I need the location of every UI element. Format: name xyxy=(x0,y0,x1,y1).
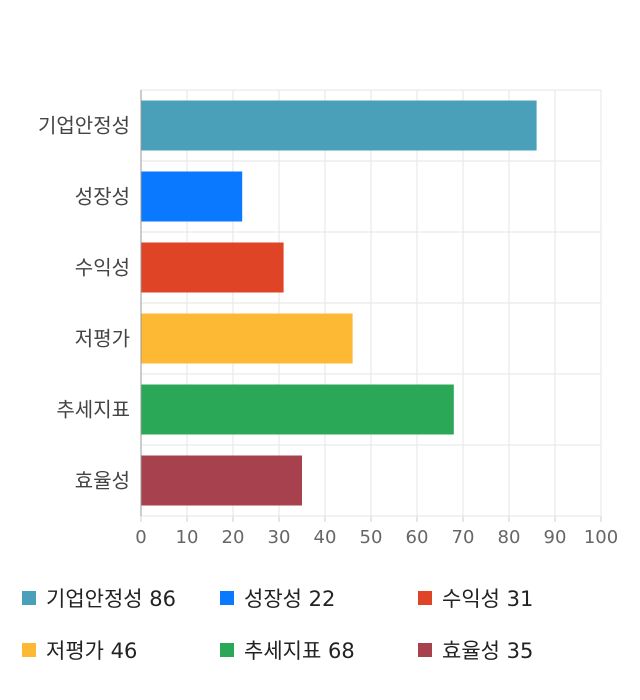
bar xyxy=(141,242,284,293)
x-tick-label: 60 xyxy=(406,527,429,548)
x-tick-label: 40 xyxy=(314,527,337,548)
legend-item: 효율성 35 xyxy=(418,630,533,670)
bar xyxy=(141,384,454,435)
legend-item: 성장성 22 xyxy=(220,578,335,618)
x-tick-label: 20 xyxy=(222,527,245,548)
legend-label: 수익성 31 xyxy=(442,587,534,611)
x-tick-label: 80 xyxy=(498,527,521,548)
y-tick-label: 성장성 xyxy=(75,185,130,209)
legend-label: 효율성 35 xyxy=(442,639,534,663)
legend-swatch xyxy=(22,643,36,657)
legend-item: 저평가 46 xyxy=(22,630,137,670)
x-tick-label: 30 xyxy=(268,527,291,548)
bar xyxy=(141,100,537,151)
y-tick-label: 기업안정성 xyxy=(38,114,130,138)
legend-label: 저평가 46 xyxy=(46,639,138,663)
legend-label: 추세지표 68 xyxy=(244,639,355,663)
bar-chart: 0 10 20 30 40 50 60 70 80 90 100 기업안정성성장성수익성저평가추세지표… xyxy=(38,89,618,548)
x-tick-label: 100 xyxy=(584,527,618,548)
bar xyxy=(141,455,302,506)
y-tick-label: 효율성 xyxy=(75,469,130,493)
bar xyxy=(141,171,243,222)
x-tick-label: 90 xyxy=(544,527,567,548)
legend-swatch xyxy=(22,591,36,605)
x-tick-label: 0 xyxy=(135,527,146,548)
y-tick-label: 저평가 xyxy=(75,327,130,351)
x-tick-label: 10 xyxy=(176,527,199,548)
x-tick-label: 70 xyxy=(452,527,475,548)
legend-item: 수익성 31 xyxy=(418,578,533,618)
legend-swatch xyxy=(220,591,234,605)
legend-swatch xyxy=(418,643,432,657)
y-tick-label: 추세지표 xyxy=(56,398,130,422)
legend-label: 성장성 22 xyxy=(244,587,336,611)
x-tick-label: 50 xyxy=(360,527,383,548)
legend-label: 기업안정성 86 xyxy=(46,587,176,611)
legend-swatch xyxy=(220,643,234,657)
bar xyxy=(141,313,353,364)
y-tick-label: 수익성 xyxy=(75,256,130,280)
legend-swatch xyxy=(418,591,432,605)
legend-item: 추세지표 68 xyxy=(220,630,355,670)
chart-legend: 기업안정성 86 성장성 22 수익성 31 저평가 46 추세지표 68 효율… xyxy=(0,578,640,688)
legend-item: 기업안정성 86 xyxy=(22,578,176,618)
